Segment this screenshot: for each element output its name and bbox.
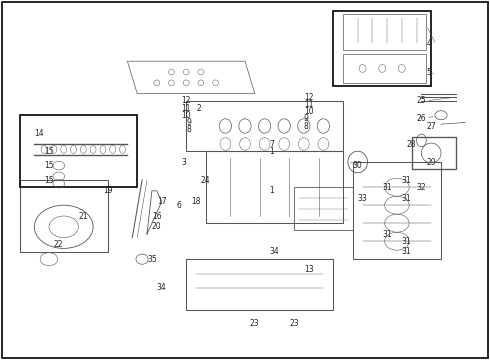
Bar — [333, 11, 431, 86]
Text: 5: 5 — [426, 68, 431, 77]
Text: 34: 34 — [157, 284, 167, 292]
Text: 12: 12 — [181, 96, 191, 105]
Bar — [412, 137, 456, 169]
Text: 19: 19 — [103, 186, 113, 195]
Text: 1: 1 — [270, 186, 274, 195]
Text: 31: 31 — [402, 248, 412, 256]
Text: 33: 33 — [358, 194, 368, 202]
Text: 31: 31 — [382, 183, 392, 192]
Text: 15: 15 — [44, 161, 54, 170]
Text: 34: 34 — [270, 248, 279, 256]
Text: 23: 23 — [289, 320, 299, 328]
Text: 10: 10 — [181, 111, 191, 120]
Text: 23: 23 — [250, 320, 260, 328]
Text: 32: 32 — [416, 183, 426, 192]
Text: 11: 11 — [181, 104, 191, 113]
Text: 24: 24 — [201, 176, 211, 185]
Text: 9: 9 — [186, 118, 191, 127]
Text: 31: 31 — [402, 176, 412, 185]
Bar — [20, 115, 137, 187]
Text: 20: 20 — [152, 222, 162, 231]
Text: 35: 35 — [147, 255, 157, 264]
Text: 1: 1 — [270, 147, 274, 156]
Text: 8: 8 — [304, 122, 309, 131]
Text: 18: 18 — [191, 197, 200, 206]
Text: 13: 13 — [304, 266, 314, 275]
Text: 17: 17 — [157, 197, 167, 206]
Text: 30: 30 — [353, 161, 363, 170]
Text: 25: 25 — [416, 96, 426, 105]
Text: 26: 26 — [416, 114, 426, 123]
Text: 8: 8 — [186, 125, 191, 134]
Text: 9: 9 — [304, 114, 309, 123]
Text: 16: 16 — [152, 212, 162, 220]
Text: 10: 10 — [304, 107, 314, 116]
Text: 31: 31 — [402, 194, 412, 202]
Text: 29: 29 — [426, 158, 436, 166]
Text: 3: 3 — [181, 158, 186, 166]
Text: 4: 4 — [426, 39, 431, 48]
Text: 28: 28 — [407, 140, 416, 149]
Text: 2: 2 — [196, 104, 201, 113]
Text: 15: 15 — [44, 147, 54, 156]
Text: 7: 7 — [270, 140, 274, 149]
Text: 11: 11 — [304, 100, 313, 109]
Text: 15: 15 — [44, 176, 54, 185]
Text: 14: 14 — [34, 129, 44, 138]
Text: 12: 12 — [304, 93, 313, 102]
Text: 21: 21 — [78, 212, 88, 220]
Text: 27: 27 — [426, 122, 436, 131]
Text: 6: 6 — [176, 201, 181, 210]
Text: 31: 31 — [382, 230, 392, 239]
Text: 31: 31 — [402, 237, 412, 246]
Text: 22: 22 — [54, 240, 63, 249]
